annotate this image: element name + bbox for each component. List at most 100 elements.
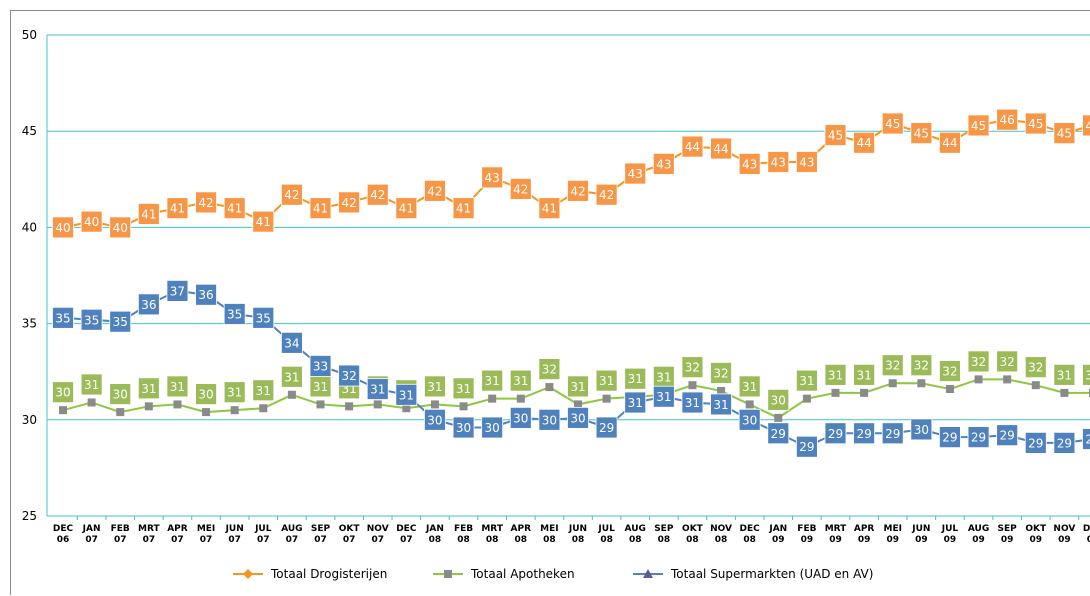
data-label: 43 <box>799 155 814 169</box>
y-tick-label: 30 <box>22 413 37 427</box>
x-tick-label-year: 08 <box>429 535 442 545</box>
x-tick-label-year: 09 <box>801 535 814 545</box>
data-label: 29 <box>885 427 900 441</box>
data-label: 31 <box>427 380 442 394</box>
data-point-marker <box>431 401 438 408</box>
data-label: 44 <box>685 140 700 154</box>
data-label: 31 <box>513 374 528 388</box>
x-tick-label: SEP <box>654 524 674 534</box>
data-label: 32 <box>914 359 929 373</box>
data-label: 44 <box>856 136 871 150</box>
data-label: 36 <box>198 288 213 302</box>
data-label: 45 <box>1057 127 1072 141</box>
data-label: 37 <box>170 284 185 298</box>
x-tick-label: FEB <box>111 524 130 534</box>
x-tick-label: MRT <box>481 524 503 534</box>
data-label: 43 <box>771 155 786 169</box>
data-point-marker <box>88 399 95 406</box>
data-point-marker <box>603 395 610 402</box>
data-label: 45 <box>828 129 843 143</box>
data-point-marker <box>775 414 782 421</box>
x-tick-label-year: 07 <box>228 535 241 545</box>
data-point-marker <box>975 376 982 383</box>
data-label: 31 <box>370 383 385 397</box>
data-label: 31 <box>456 382 471 396</box>
data-label: 30 <box>742 413 757 427</box>
data-label: 44 <box>942 136 957 150</box>
x-tick-label-year: 08 <box>572 535 585 545</box>
data-label: 29 <box>856 427 871 441</box>
x-tick-label-year: 07 <box>286 535 299 545</box>
x-tick-label: DEC <box>53 524 74 534</box>
data-label: 41 <box>256 215 271 229</box>
data-label: 45 <box>971 119 986 133</box>
data-label: 43 <box>485 171 500 185</box>
data-label: 35 <box>84 313 99 327</box>
data-point-marker <box>145 403 152 410</box>
x-tick-label-year: 09 <box>858 535 871 545</box>
data-label: 32 <box>971 355 986 369</box>
x-tick-label-year: 07 <box>371 535 384 545</box>
data-label: 42 <box>198 196 213 210</box>
x-tick-label: NOV <box>1053 524 1075 534</box>
series-line-0 <box>63 120 1090 228</box>
data-label: 43 <box>656 157 671 171</box>
x-tick-label-year: 08 <box>457 535 470 545</box>
x-tick-label: JUL <box>941 524 959 534</box>
data-label: 31 <box>256 384 271 398</box>
data-label: 31 <box>828 368 843 382</box>
data-label: 32 <box>1000 355 1015 369</box>
data-label: 30 <box>485 421 500 435</box>
data-label: 41 <box>170 202 185 216</box>
y-tick-label: 40 <box>22 220 37 234</box>
x-tick-label-year: 08 <box>515 535 528 545</box>
data-label: 32 <box>341 369 356 383</box>
x-tick-label: AUG <box>625 524 646 534</box>
data-label: 30 <box>427 413 442 427</box>
y-tick-label: 45 <box>22 124 37 138</box>
data-label: 31 <box>1057 368 1072 382</box>
data-label: 31 <box>713 398 728 412</box>
data-label: 29 <box>799 440 814 454</box>
data-point-marker <box>689 382 696 389</box>
data-label: 42 <box>513 182 528 196</box>
data-label: 36 <box>141 298 156 312</box>
x-tick-label-year: 09 <box>944 535 957 545</box>
data-label: 41 <box>399 202 414 216</box>
data-label: 29 <box>771 427 786 441</box>
data-label: 29 <box>828 427 843 441</box>
data-point-marker <box>403 405 410 412</box>
x-tick-label: DEC <box>1083 524 1090 534</box>
x-tick-label-year: 09 <box>1001 535 1014 545</box>
x-tick-label-year: 09 <box>972 535 985 545</box>
x-tick-label-year: 07 <box>143 535 156 545</box>
data-point-marker <box>203 409 210 416</box>
data-label: 33 <box>313 359 328 373</box>
x-tick-label-year: 07 <box>171 535 184 545</box>
data-point-marker <box>60 407 67 414</box>
data-point-marker <box>1061 389 1068 396</box>
data-label: 40 <box>113 221 128 235</box>
data-label: 30 <box>198 388 213 402</box>
data-label: 32 <box>942 365 957 379</box>
data-label: 31 <box>170 380 185 394</box>
data-label: 31 <box>685 396 700 410</box>
x-tick-label: SEP <box>311 524 331 534</box>
data-label: 30 <box>55 386 70 400</box>
x-tick-label-year: 07 <box>114 535 127 545</box>
data-label: 31 <box>284 370 299 384</box>
x-tick-label: JUN <box>225 524 244 534</box>
line-chart: 253035404550DEC06JAN07FEB07MRT07APR07MEI… <box>11 11 1090 596</box>
data-label: 30 <box>570 411 585 425</box>
x-tick-label-year: 09 <box>1058 535 1071 545</box>
data-label: 31 <box>1085 368 1090 382</box>
data-label: 31 <box>656 390 671 404</box>
data-label: 30 <box>771 393 786 407</box>
data-label: 30 <box>914 423 929 437</box>
data-label: 30 <box>542 413 557 427</box>
data-point-marker <box>861 389 868 396</box>
x-tick-label: MEI <box>197 524 215 534</box>
data-label: 31 <box>227 386 242 400</box>
data-point-marker <box>889 380 896 387</box>
